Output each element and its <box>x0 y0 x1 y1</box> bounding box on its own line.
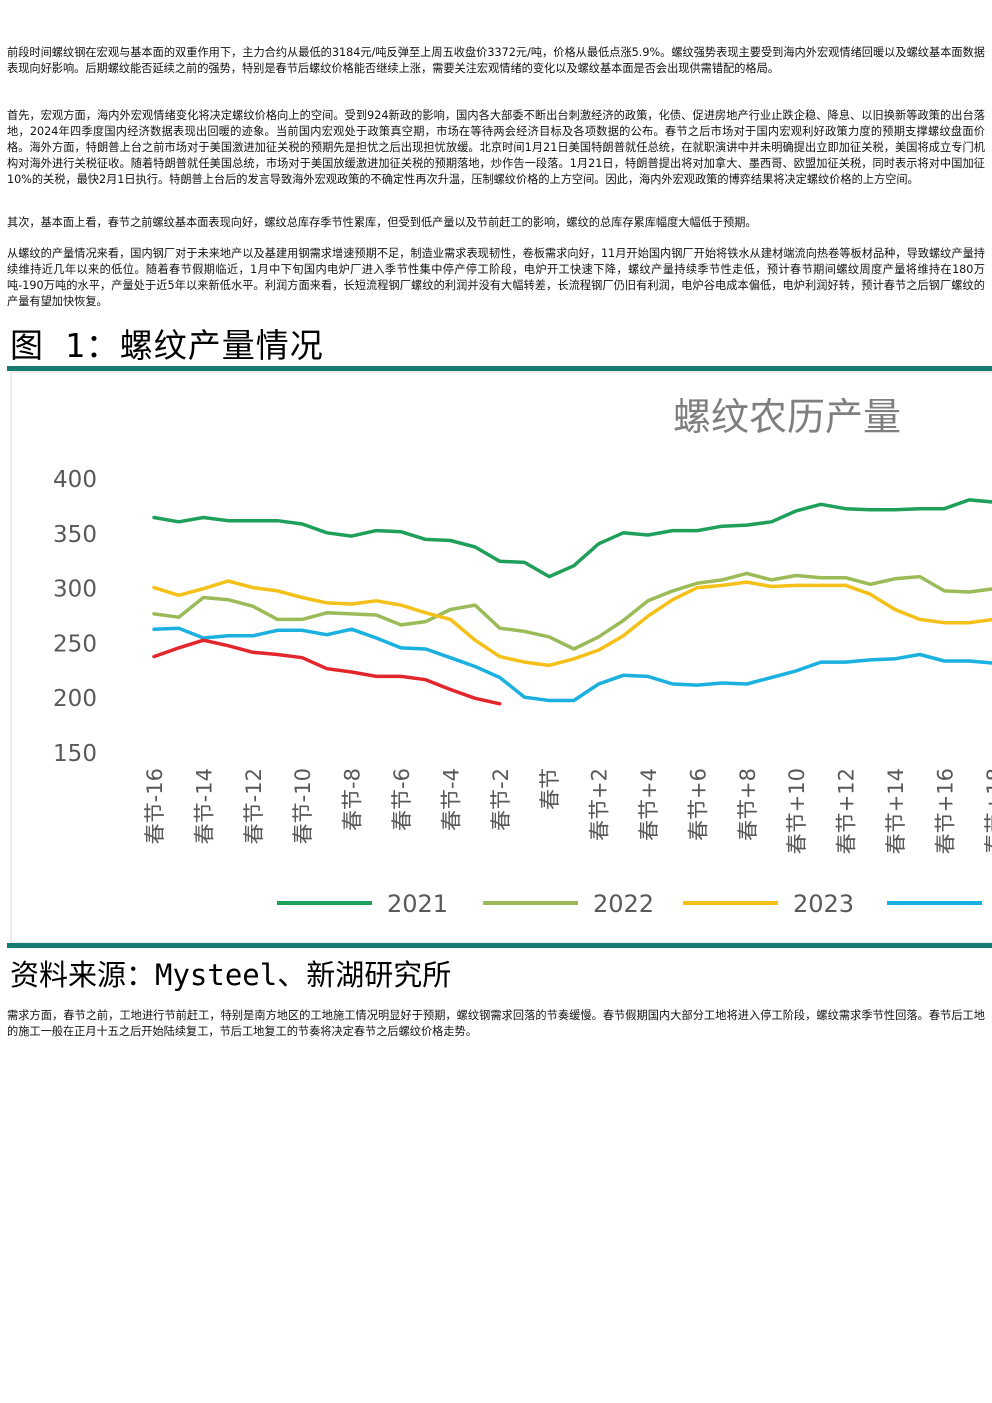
x-tick-label: 春节+10 <box>785 768 809 854</box>
y-tick-label: 150 <box>53 741 97 767</box>
rebar-production-chart: 螺纹农历产量 150 200 250 300 350 400 春节-16 春节-14 春节-12 春… <box>10 371 992 944</box>
x-tick-label: 春节-4 <box>439 768 463 831</box>
paragraph-fundamentals: 其次，基本面上看，春节之前螺纹基本面表现向好，螺纹总库存季节性累库，但受到低产量… <box>7 216 757 229</box>
y-tick-label: 350 <box>53 522 97 548</box>
x-tick-label: 春节-14 <box>192 768 216 844</box>
x-tick-label: 春节-12 <box>242 768 266 844</box>
paragraph-macro-analysis: 首先，宏观方面，海内外宏观情绪变化将决定螺纹价格向上的空间。受到924新政的影响… <box>7 109 985 186</box>
x-tick-label: 春节+12 <box>835 768 859 854</box>
x-tick-label: 春节+16 <box>933 768 957 854</box>
x-tick-label: 春节-6 <box>390 768 414 831</box>
x-tick-label: 春节+2 <box>588 768 612 841</box>
chart-title: 螺纹农历产量 <box>673 395 901 439</box>
x-tick-label: 春节+6 <box>686 768 710 841</box>
figure-top-rule <box>7 366 992 371</box>
x-tick-label: 春节+18 <box>983 768 992 854</box>
x-tick-label: 春节+4 <box>637 768 661 841</box>
x-tick-label: 春节 <box>538 768 562 810</box>
legend-label: 2022 <box>593 890 654 918</box>
series-line <box>152 626 992 703</box>
legend-label: 2023 <box>793 890 854 918</box>
y-tick-label: 200 <box>53 686 97 712</box>
x-tick-label: 春节-16 <box>143 768 167 844</box>
x-tick-label: 春节+14 <box>884 768 908 854</box>
y-tick-label: 300 <box>53 577 97 603</box>
x-tick-label: 春节-8 <box>341 768 365 831</box>
paragraph-production: 从螺纹的产量情况来看，国内钢厂对于未来地产以及基建用钢需求增速预期不足，制造业需… <box>7 247 985 308</box>
paragraph-demand: 需求方面，春节之前，工地进行节前赶工，特别是南方地区的工地施工情况明显好于预期，… <box>7 1009 985 1038</box>
figure-bottom-rule <box>7 943 992 948</box>
x-tick-label: 春节-10 <box>291 768 315 844</box>
legend-label: 2021 <box>387 890 448 918</box>
x-tick-label: 春节+8 <box>736 768 760 841</box>
series-line <box>152 571 992 651</box>
y-tick-label: 400 <box>53 467 97 493</box>
series-line <box>152 498 992 579</box>
y-tick-label: 250 <box>53 631 97 657</box>
series-line <box>152 638 502 706</box>
series-line <box>152 579 992 668</box>
x-tick-label: 春节-2 <box>489 768 513 831</box>
figure-source: 资料来源：Mysteel、新湖研究所 <box>10 958 452 992</box>
chart-container: 螺纹农历产量 150 200 250 300 350 400 春节-16 春节-14 春节-12 春… <box>7 366 992 948</box>
figure-title: 图 1：螺纹产量情况 <box>10 326 324 365</box>
paragraph-macro-summary: 前段时间螺纹钢在宏观与基本面的双重作用下，主力合约从最低的3184元/吨反弹至上… <box>7 46 985 75</box>
